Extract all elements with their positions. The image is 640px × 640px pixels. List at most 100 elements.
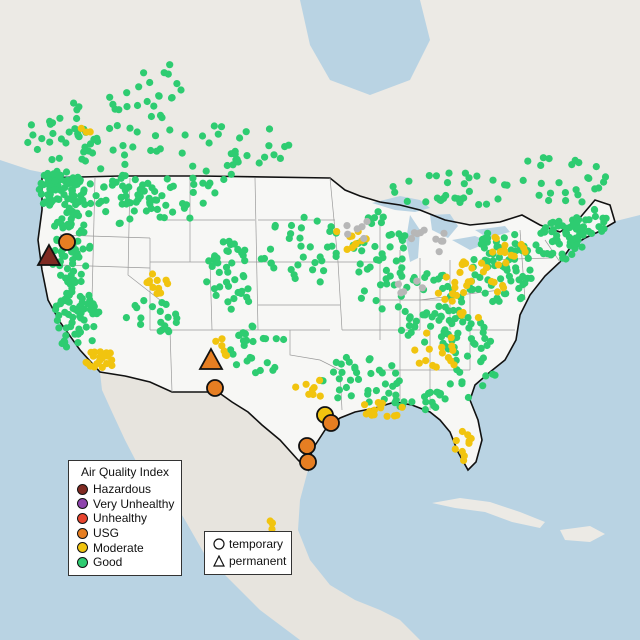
good-site-dot: [219, 238, 227, 246]
good-site-dot: [445, 316, 453, 325]
good-site-dot: [326, 227, 334, 235]
good-site-dot: [240, 273, 248, 281]
good-site-dot: [313, 217, 321, 225]
good-swatch-icon: [77, 556, 88, 568]
good-site-dot: [214, 259, 222, 267]
good-site-dot: [249, 337, 257, 346]
good-site-dot: [69, 212, 77, 220]
good-site-dot: [421, 406, 429, 414]
good-site-dot: [80, 148, 88, 156]
good-site-dot: [61, 338, 69, 346]
good-site-dot: [168, 94, 176, 102]
good-site-dot: [231, 276, 239, 284]
good-site-dot: [69, 304, 77, 312]
very-unhealthy-swatch-icon: [77, 498, 88, 510]
usg-temporary-marker[interactable]: [299, 453, 317, 471]
moderate-site-dot: [451, 284, 459, 292]
good-site-dot: [297, 242, 305, 250]
good-site-dot: [156, 307, 164, 315]
good-site-dot: [479, 382, 487, 390]
good-site-dot: [405, 177, 413, 185]
good-site-dot: [465, 174, 473, 182]
good-site-dot: [64, 278, 72, 286]
good-site-dot: [119, 182, 127, 190]
good-site-dot: [126, 124, 134, 132]
good-site-dot: [90, 323, 98, 331]
good-site-dot: [536, 246, 544, 255]
usg-permanent-marker[interactable]: [198, 347, 224, 370]
hazardous-swatch-icon: [77, 483, 88, 495]
good-site-dot: [285, 141, 293, 149]
moderate-site-dot: [460, 258, 468, 266]
hazardous-permanent-marker[interactable]: [36, 243, 62, 266]
good-site-dot: [399, 244, 407, 252]
good-site-dot: [337, 360, 345, 368]
good-site-dot: [558, 250, 566, 258]
usg-temporary-marker[interactable]: [322, 414, 340, 432]
good-site-dot: [285, 234, 293, 242]
good-site-dot: [46, 138, 54, 146]
hispaniola-land: [560, 526, 605, 542]
good-site-dot: [189, 162, 197, 170]
good-site-dot: [222, 278, 231, 286]
usg-temporary-marker[interactable]: [206, 379, 224, 397]
good-site-dot: [86, 306, 95, 314]
good-site-dot: [242, 128, 250, 136]
good-site-dot: [578, 243, 586, 251]
good-site-dot: [150, 102, 158, 110]
triangle-icon: [213, 554, 225, 567]
moderate-site-dot: [368, 410, 376, 418]
good-site-dot: [129, 143, 137, 151]
moderate-site-dot: [493, 288, 502, 296]
good-site-dot: [228, 259, 236, 267]
good-site-dot: [561, 189, 570, 197]
good-site-dot: [512, 267, 520, 275]
good-site-dot: [507, 246, 515, 254]
good-site-dot: [199, 179, 207, 187]
good-site-dot: [88, 337, 96, 345]
legend-label: USG: [93, 526, 120, 541]
good-site-dot: [217, 123, 226, 131]
good-site-dot: [55, 324, 63, 332]
good-site-dot: [37, 179, 45, 187]
good-site-dot: [68, 319, 76, 327]
moderate-site-dot: [502, 259, 510, 267]
no-data-dot: [418, 284, 426, 292]
good-site-dot: [537, 179, 545, 187]
no-data-dot: [343, 222, 351, 230]
good-site-dot: [161, 322, 169, 330]
hudson-bay: [300, 0, 430, 95]
moderate-site-dot: [98, 363, 106, 371]
good-site-dot: [155, 92, 163, 100]
good-site-dot: [239, 329, 247, 337]
good-site-dot: [40, 171, 48, 179]
good-site-dot: [591, 212, 600, 221]
good-site-dot: [406, 313, 414, 321]
good-site-dot: [572, 234, 580, 242]
good-site-dot: [535, 191, 543, 199]
usg-temporary-marker[interactable]: [58, 233, 76, 251]
good-site-dot: [102, 208, 110, 216]
usg-temporary-marker[interactable]: [298, 437, 316, 455]
moderate-site-dot: [153, 276, 161, 284]
good-site-dot: [214, 130, 222, 138]
good-site-dot: [51, 186, 60, 194]
good-site-dot: [377, 219, 385, 227]
good-site-dot: [370, 214, 379, 222]
good-site-dot: [190, 180, 198, 188]
moderate-swatch-icon: [77, 542, 88, 554]
good-site-dot: [33, 145, 42, 154]
moderate-site-dot: [458, 311, 466, 319]
good-site-dot: [323, 243, 332, 251]
good-site-dot: [346, 376, 355, 384]
good-site-dot: [61, 252, 69, 260]
good-site-dot: [147, 112, 155, 121]
good-site-dot: [549, 218, 557, 226]
good-site-dot: [133, 128, 141, 136]
good-site-dot: [474, 285, 482, 293]
good-site-dot: [153, 205, 161, 213]
good-site-dot: [545, 155, 553, 163]
no-data-dot: [394, 280, 402, 288]
moderate-site-dot: [411, 346, 419, 354]
no-data-dot: [344, 230, 352, 238]
